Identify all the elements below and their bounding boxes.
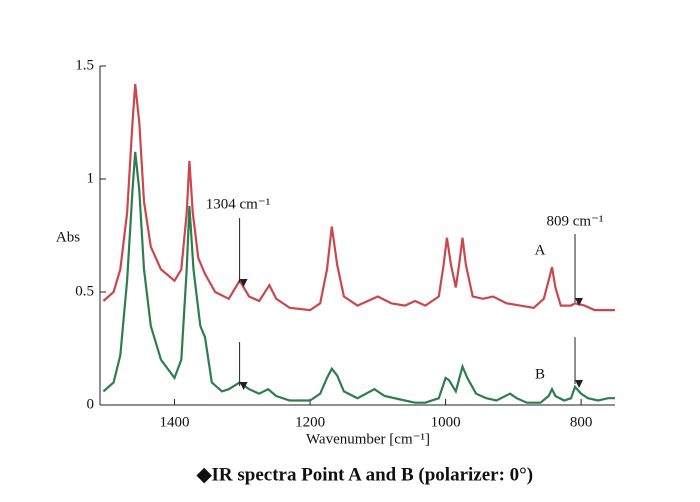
y-axis-label: Abs [56, 229, 80, 245]
caption: ◆IR spectra Point A and B (polarizer: 0°… [196, 464, 533, 485]
series-label: A [535, 242, 546, 258]
y-tick-label: 1.5 [75, 57, 94, 73]
spectrum-line [102, 83, 615, 312]
x-axis-label: Wavenumber [cm⁻¹] [306, 431, 430, 447]
x-tick-label: 1000 [431, 414, 461, 430]
annotation: 1304 cm⁻¹ [206, 196, 271, 212]
series-label: B [535, 366, 545, 382]
annotation: 809 cm⁻¹ [547, 213, 604, 229]
x-tick-label: 1200 [295, 414, 325, 430]
spectrum-line [102, 151, 615, 404]
x-tick-label: 1400 [160, 414, 190, 430]
y-tick-label: 0.5 [75, 283, 94, 299]
x-tick-label: 800 [570, 414, 593, 430]
y-tick-label: 1 [87, 170, 95, 186]
y-tick-label: 0 [87, 396, 95, 412]
